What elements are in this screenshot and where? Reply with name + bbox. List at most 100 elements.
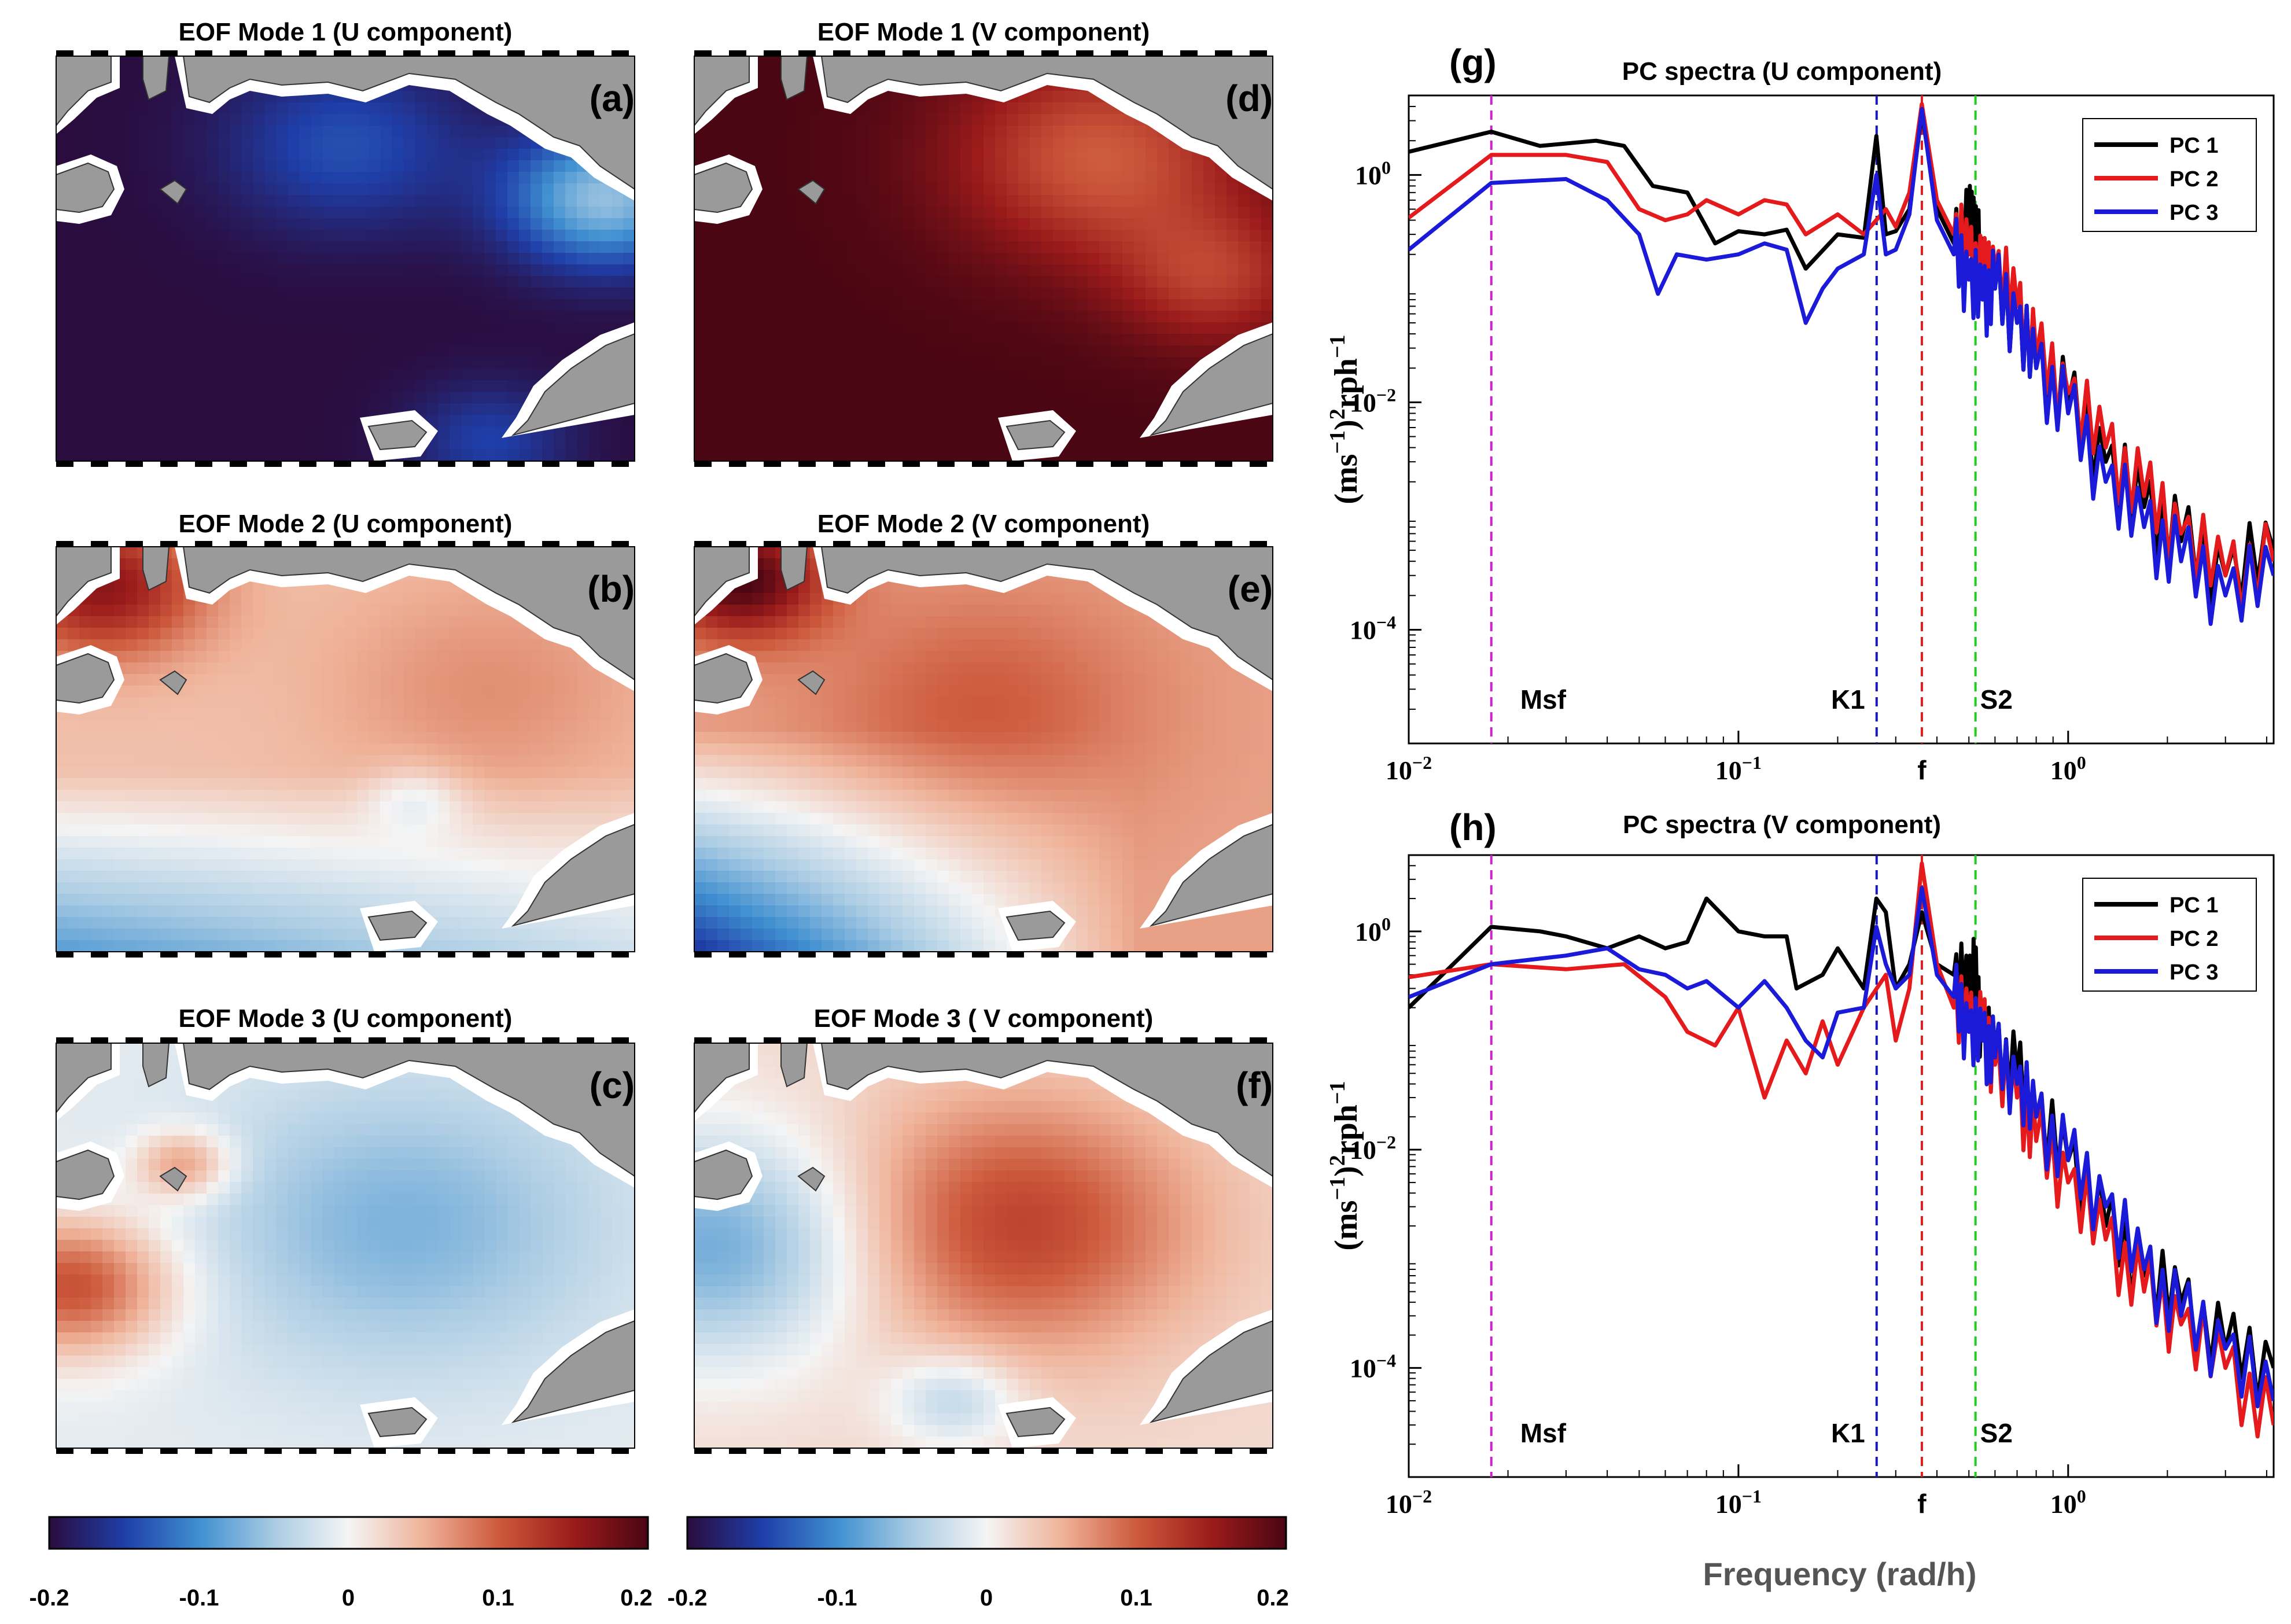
eof-cell bbox=[241, 1263, 253, 1275]
eof-cell bbox=[79, 357, 91, 369]
eof-cell bbox=[496, 1263, 508, 1275]
eof-cell bbox=[484, 149, 496, 161]
eof-cell bbox=[102, 392, 115, 404]
eof-cell bbox=[392, 126, 404, 138]
eof-cell bbox=[334, 276, 346, 288]
eof-cell bbox=[380, 767, 392, 779]
eof-cell bbox=[357, 605, 369, 617]
eof-cell bbox=[507, 334, 520, 346]
eof-cell bbox=[218, 848, 230, 860]
eof-cell bbox=[288, 1089, 300, 1102]
eof-cell bbox=[56, 1367, 68, 1379]
eof-cell bbox=[299, 859, 311, 871]
eof-cell bbox=[322, 1356, 334, 1368]
eof-cell bbox=[322, 218, 334, 230]
eof-cell bbox=[345, 322, 358, 334]
eof-cell bbox=[149, 403, 161, 415]
eof-cell bbox=[230, 605, 242, 617]
eof-cell bbox=[334, 369, 346, 381]
eof-cell bbox=[426, 686, 439, 698]
eof-cell bbox=[276, 720, 288, 732]
eof-cell bbox=[264, 172, 277, 184]
eof-cell bbox=[519, 1356, 531, 1368]
eof-cell bbox=[473, 1113, 485, 1125]
eof-cell bbox=[357, 894, 369, 906]
eof-cell bbox=[403, 1089, 415, 1102]
eof-cell bbox=[473, 160, 485, 172]
eof-cell bbox=[600, 1275, 612, 1287]
eof-cell bbox=[288, 917, 300, 929]
eof-cell bbox=[207, 126, 219, 138]
eof-cell bbox=[172, 369, 184, 381]
eof-cell bbox=[345, 929, 358, 941]
eof-cell bbox=[264, 824, 277, 837]
eof-cell bbox=[68, 450, 80, 462]
eof-cell bbox=[380, 651, 392, 663]
eof-cell bbox=[299, 299, 311, 311]
eof-cell bbox=[531, 1240, 543, 1252]
eof-cell bbox=[600, 195, 612, 207]
eof-cell bbox=[612, 1228, 624, 1240]
eof-cell bbox=[91, 836, 103, 848]
eof-cell bbox=[588, 1298, 601, 1310]
eof-cell bbox=[507, 628, 520, 640]
eof-cell bbox=[172, 288, 184, 300]
eof-cell bbox=[195, 207, 207, 219]
eof-cell bbox=[542, 790, 554, 802]
eof-cell bbox=[137, 1298, 149, 1310]
eof-cell bbox=[426, 662, 439, 675]
eof-cell bbox=[507, 767, 520, 779]
eof-cell bbox=[403, 605, 415, 617]
eof-cell bbox=[56, 1136, 68, 1148]
eof-cell bbox=[137, 593, 149, 605]
eof-cell bbox=[507, 1170, 520, 1183]
eof-cell bbox=[403, 369, 415, 381]
eof-cell bbox=[195, 616, 207, 628]
eof-cell bbox=[588, 253, 601, 265]
eof-cell bbox=[565, 662, 577, 675]
eof-cell bbox=[415, 1228, 427, 1240]
eof-cell bbox=[612, 697, 624, 709]
eof-cell bbox=[299, 1228, 311, 1240]
eof-cell bbox=[195, 1309, 207, 1321]
eof-cell bbox=[137, 403, 149, 415]
eof-cell bbox=[102, 1101, 115, 1113]
eof-cell bbox=[438, 415, 450, 427]
eof-cell bbox=[507, 686, 520, 698]
eof-cell bbox=[519, 755, 531, 767]
eof-cell bbox=[299, 824, 311, 837]
eof-cell bbox=[288, 662, 300, 675]
eof-cell bbox=[357, 299, 369, 311]
eof-cell bbox=[183, 241, 196, 253]
eof-cell bbox=[565, 929, 577, 941]
eof-cell bbox=[519, 836, 531, 848]
eof-cell bbox=[461, 172, 473, 184]
eof-cell bbox=[461, 639, 473, 651]
eof-cell bbox=[230, 1113, 242, 1125]
eof-cell bbox=[380, 322, 392, 334]
eof-cell bbox=[415, 322, 427, 334]
eof-cell bbox=[183, 230, 196, 242]
eof-cell bbox=[450, 392, 462, 404]
eof-cell bbox=[438, 905, 450, 918]
eof-cell bbox=[473, 732, 485, 744]
eof-cell bbox=[369, 605, 381, 617]
eof-cell bbox=[392, 836, 404, 848]
eof-cell bbox=[68, 357, 80, 369]
eof-cell bbox=[207, 1298, 219, 1310]
eof-cell bbox=[218, 1309, 230, 1321]
eof-cell bbox=[345, 778, 358, 790]
eof-cell bbox=[160, 1205, 172, 1217]
eof-cell bbox=[79, 871, 91, 883]
eof-cell bbox=[461, 859, 473, 871]
eof-cell bbox=[68, 311, 80, 323]
eof-cell bbox=[253, 334, 265, 346]
eof-cell bbox=[369, 1124, 381, 1136]
eof-cell bbox=[415, 1147, 427, 1159]
eof-cell bbox=[195, 322, 207, 334]
eof-cell bbox=[68, 929, 80, 941]
eof-cell bbox=[183, 149, 196, 161]
eof-cell bbox=[496, 1251, 508, 1264]
eof-cell bbox=[345, 415, 358, 427]
eof-cell bbox=[461, 894, 473, 906]
